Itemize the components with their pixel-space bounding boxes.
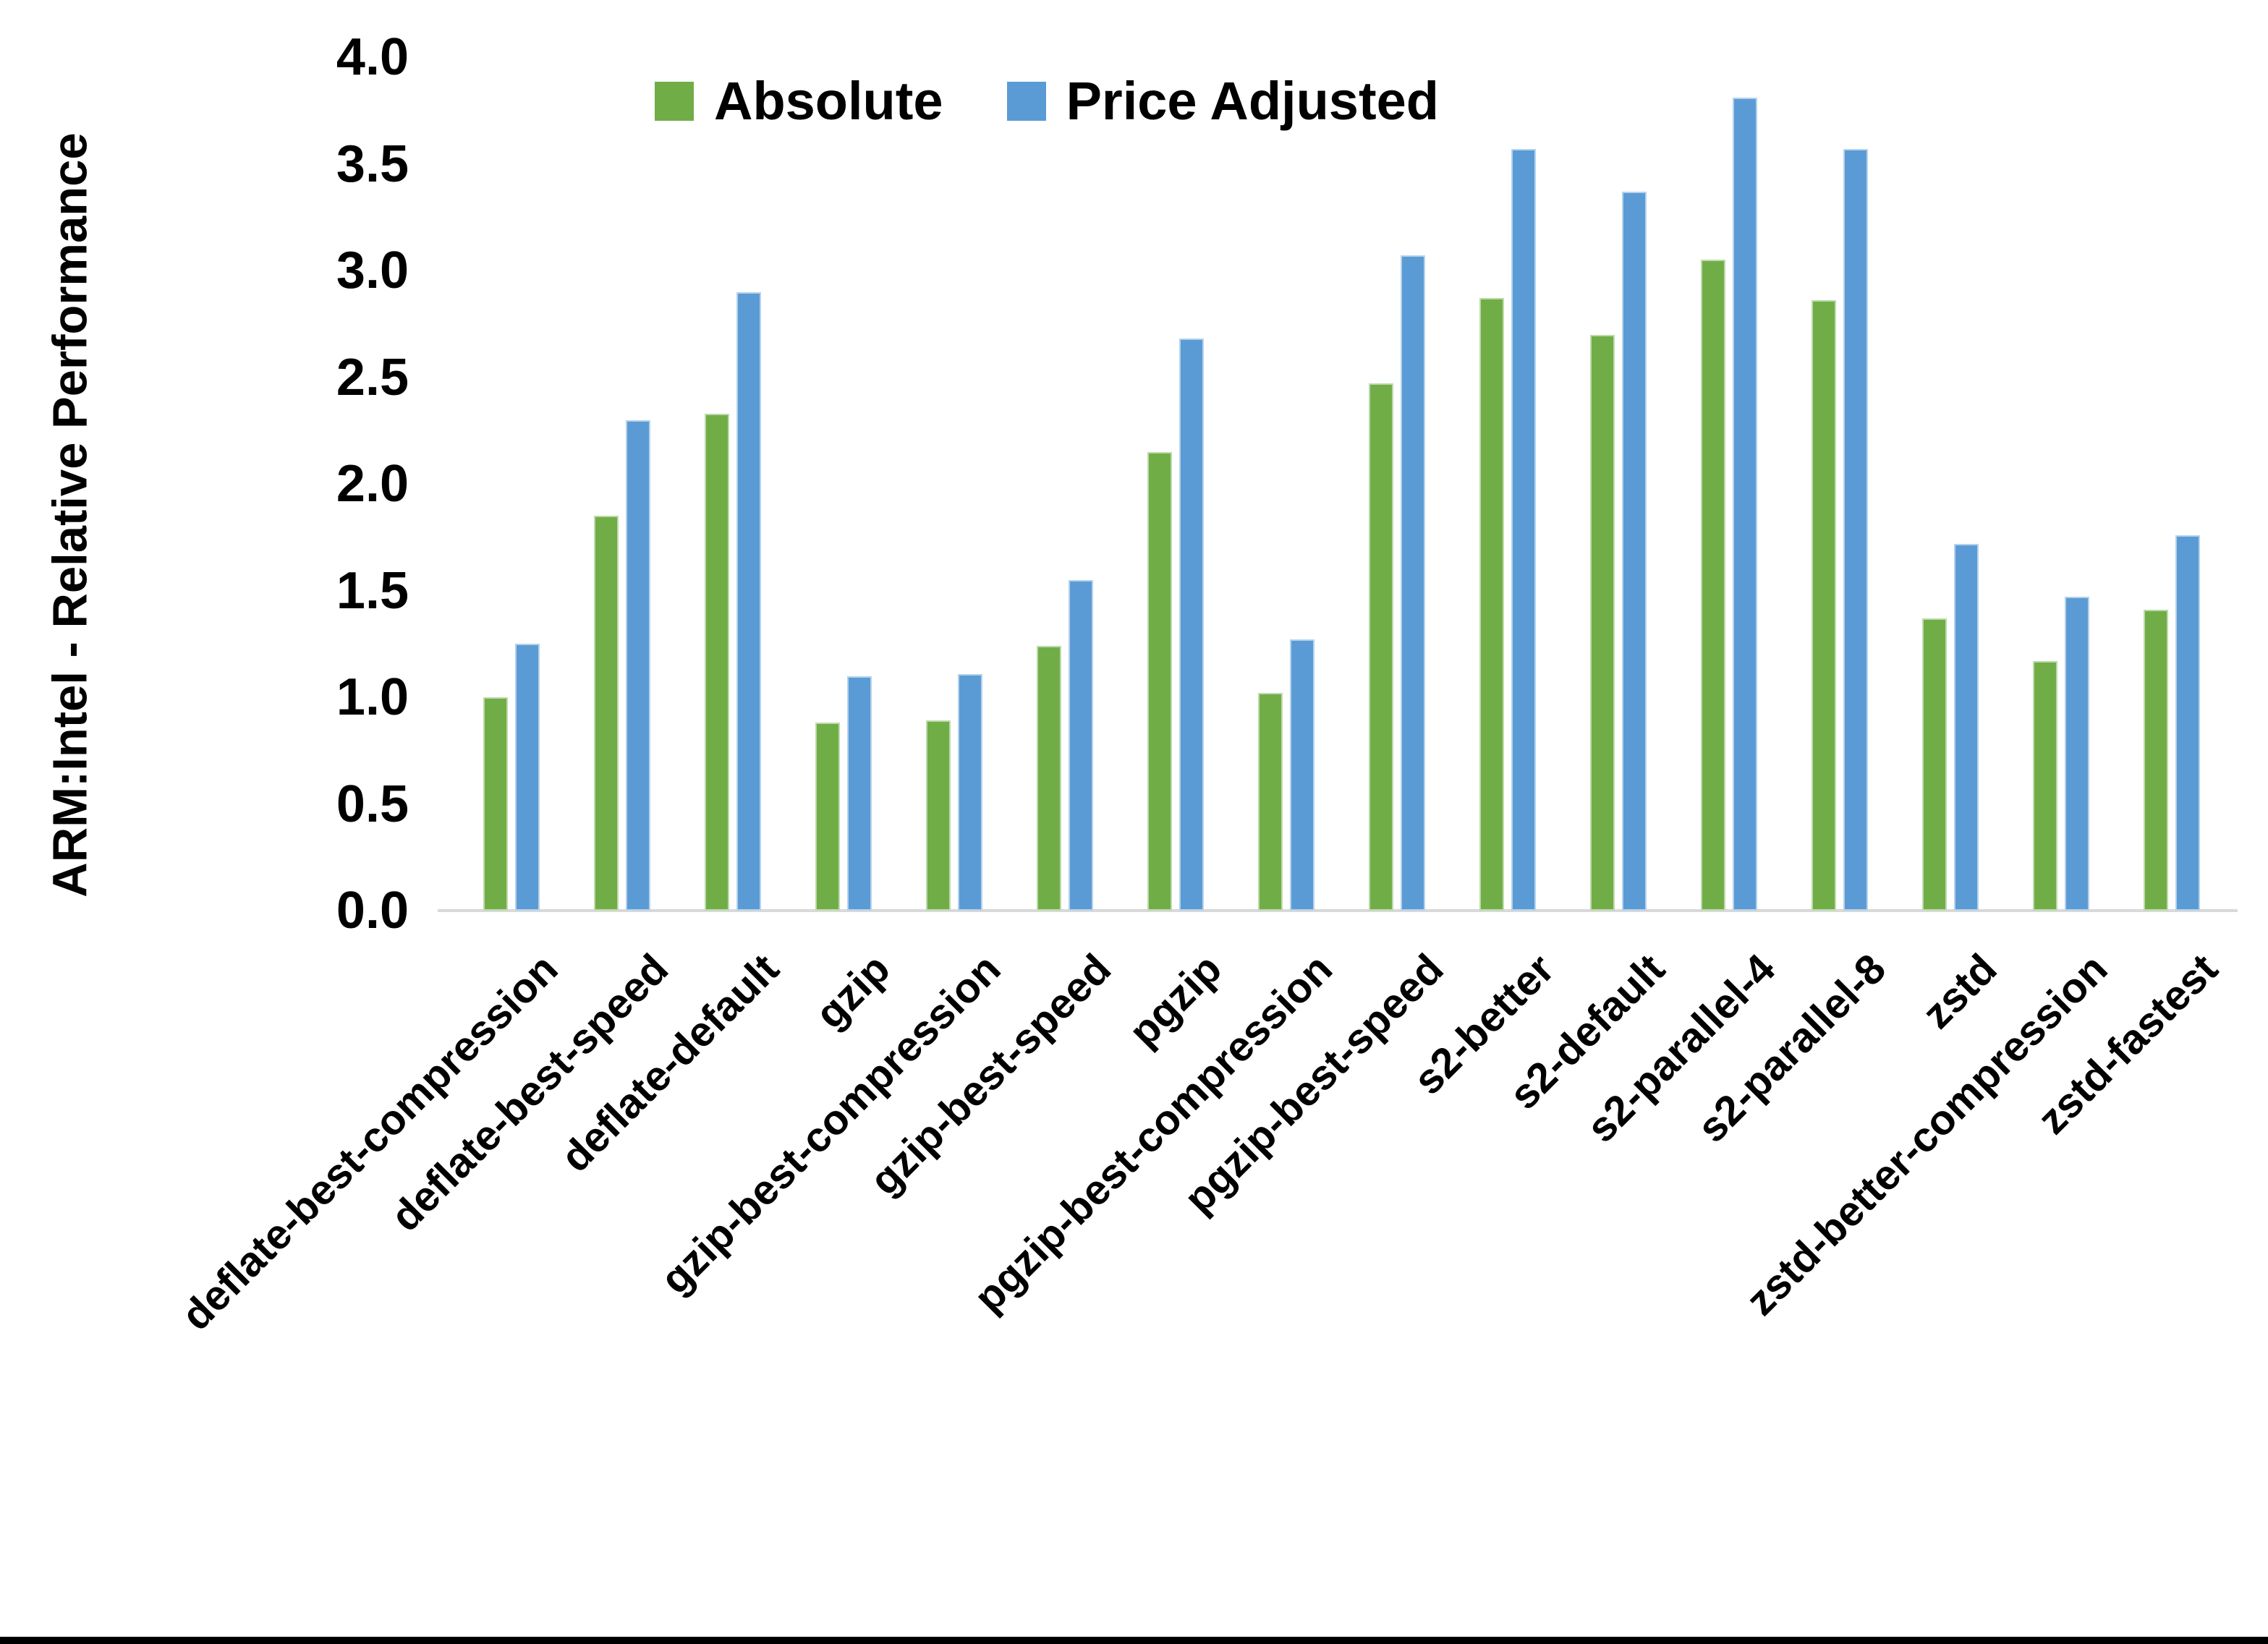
y-axis-tick-label: 3.5: [336, 135, 409, 193]
legend-label-absolute: Absolute: [714, 71, 943, 131]
bar-price-adjusted-s2-parallel-4: [1732, 98, 1757, 911]
bar-price-adjusted-deflate-best-speed: [625, 419, 650, 911]
bar-price-adjusted-deflate-default: [736, 291, 761, 911]
legend-item-absolute: Absolute: [655, 70, 943, 132]
bar-price-adjusted-gzip: [846, 676, 872, 911]
y-axis-tick-label: 1.0: [336, 668, 409, 726]
bar-price-adjusted-s2-parallel-8: [1843, 148, 1868, 911]
bar-price-adjusted-gzip-best-speed: [1068, 579, 1093, 911]
bar-absolute-zstd-fastest: [2143, 610, 2168, 911]
bar-price-adjusted-s2-default: [1621, 191, 1647, 911]
bar-absolute-s2-parallel-8: [1811, 300, 1836, 911]
bar-absolute-gzip-best-compression: [925, 720, 951, 911]
bar-price-adjusted-zstd-better-compression: [2064, 597, 2089, 911]
legend-item-price-adjusted: Price Adjusted: [1006, 70, 1439, 132]
bar-absolute-zstd: [1921, 618, 1947, 911]
bar-price-adjusted-pgzip: [1178, 338, 1204, 911]
bar-absolute-deflate-best-compression: [483, 697, 508, 911]
bar-price-adjusted-pgzip-best-speed: [1400, 255, 1425, 911]
y-axis-tick-label: 0.5: [336, 775, 409, 833]
bar-price-adjusted-s2-better: [1511, 148, 1536, 911]
bar-price-adjusted-pgzip-best-compression: [1289, 639, 1314, 911]
bar-absolute-gzip-best-speed: [1036, 646, 1061, 911]
legend: Absolute Price Adjusted: [655, 70, 1439, 132]
bar-absolute-pgzip: [1147, 451, 1172, 911]
bar-absolute-pgzip-best-compression: [1257, 693, 1283, 911]
bar-absolute-deflate-best-speed: [593, 516, 619, 911]
bar-absolute-s2-default: [1589, 334, 1615, 911]
bar-absolute-deflate-default: [704, 413, 729, 911]
x-axis-line: [438, 909, 2238, 912]
legend-swatch-absolute-icon: [655, 81, 694, 121]
x-axis-label-gzip: gzip: [806, 945, 899, 1038]
legend-label-price-adjusted: Price Adjusted: [1066, 71, 1439, 131]
y-axis-tick-label: 2.5: [336, 348, 409, 406]
bar-absolute-pgzip-best-speed: [1368, 383, 1393, 911]
bar-absolute-s2-parallel-4: [1700, 260, 1725, 911]
y-axis-tick-label: 4.0: [336, 28, 409, 86]
y-axis-tick-label: 1.5: [336, 561, 409, 620]
bottom-border: [0, 1637, 2268, 1644]
y-axis-tick-label: 3.0: [336, 242, 409, 299]
bar-price-adjusted-deflate-best-compression: [514, 644, 540, 911]
bar-price-adjusted-zstd-fastest: [2175, 534, 2200, 911]
y-axis-tick-label: 2.0: [336, 455, 409, 513]
bar-price-adjusted-gzip-best-compression: [957, 673, 982, 911]
legend-swatch-price-adjusted-icon: [1006, 81, 1046, 121]
bar-absolute-zstd-better-compression: [2032, 660, 2057, 911]
bar-price-adjusted-zstd: [1953, 543, 1979, 911]
y-axis-tick-label: 0.0: [336, 882, 409, 940]
bar-absolute-s2-better: [1479, 298, 1504, 911]
bar-absolute-gzip: [815, 723, 840, 911]
x-axis-label-zstd: zstd: [1913, 945, 2006, 1038]
